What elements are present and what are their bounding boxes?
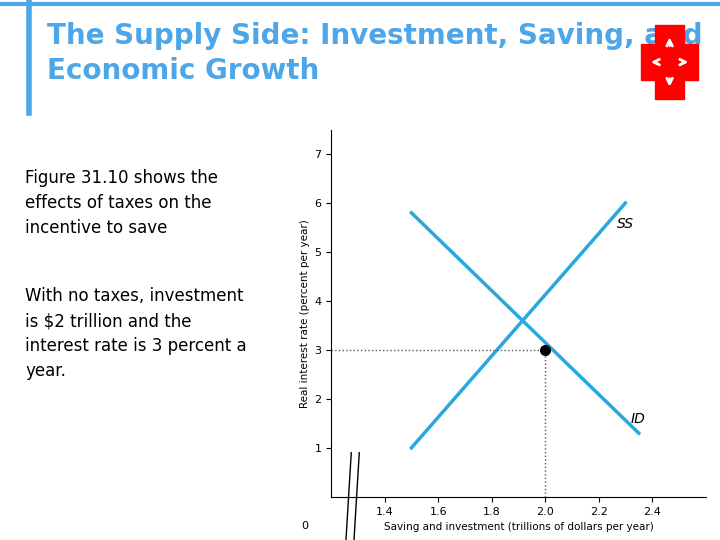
Bar: [641, 44, 698, 80]
Bar: [655, 25, 684, 99]
Text: 0: 0: [302, 521, 308, 531]
Y-axis label: Real interest rate (percent per year): Real interest rate (percent per year): [300, 219, 310, 408]
Text: ID: ID: [631, 413, 645, 427]
Text: SS: SS: [617, 217, 634, 231]
Text: Figure 31.10 shows the
effects of taxes on the
incentive to save: Figure 31.10 shows the effects of taxes …: [25, 170, 218, 238]
Text: The Supply Side: Investment, Saving, and
Economic Growth: The Supply Side: Investment, Saving, and…: [47, 22, 703, 85]
Text: With no taxes, investment
is $2 trillion and the
interest rate is 3 percent a
ye: With no taxes, investment is $2 trillion…: [25, 287, 247, 380]
X-axis label: Saving and investment (trillions of dollars per year): Saving and investment (trillions of doll…: [384, 522, 653, 532]
